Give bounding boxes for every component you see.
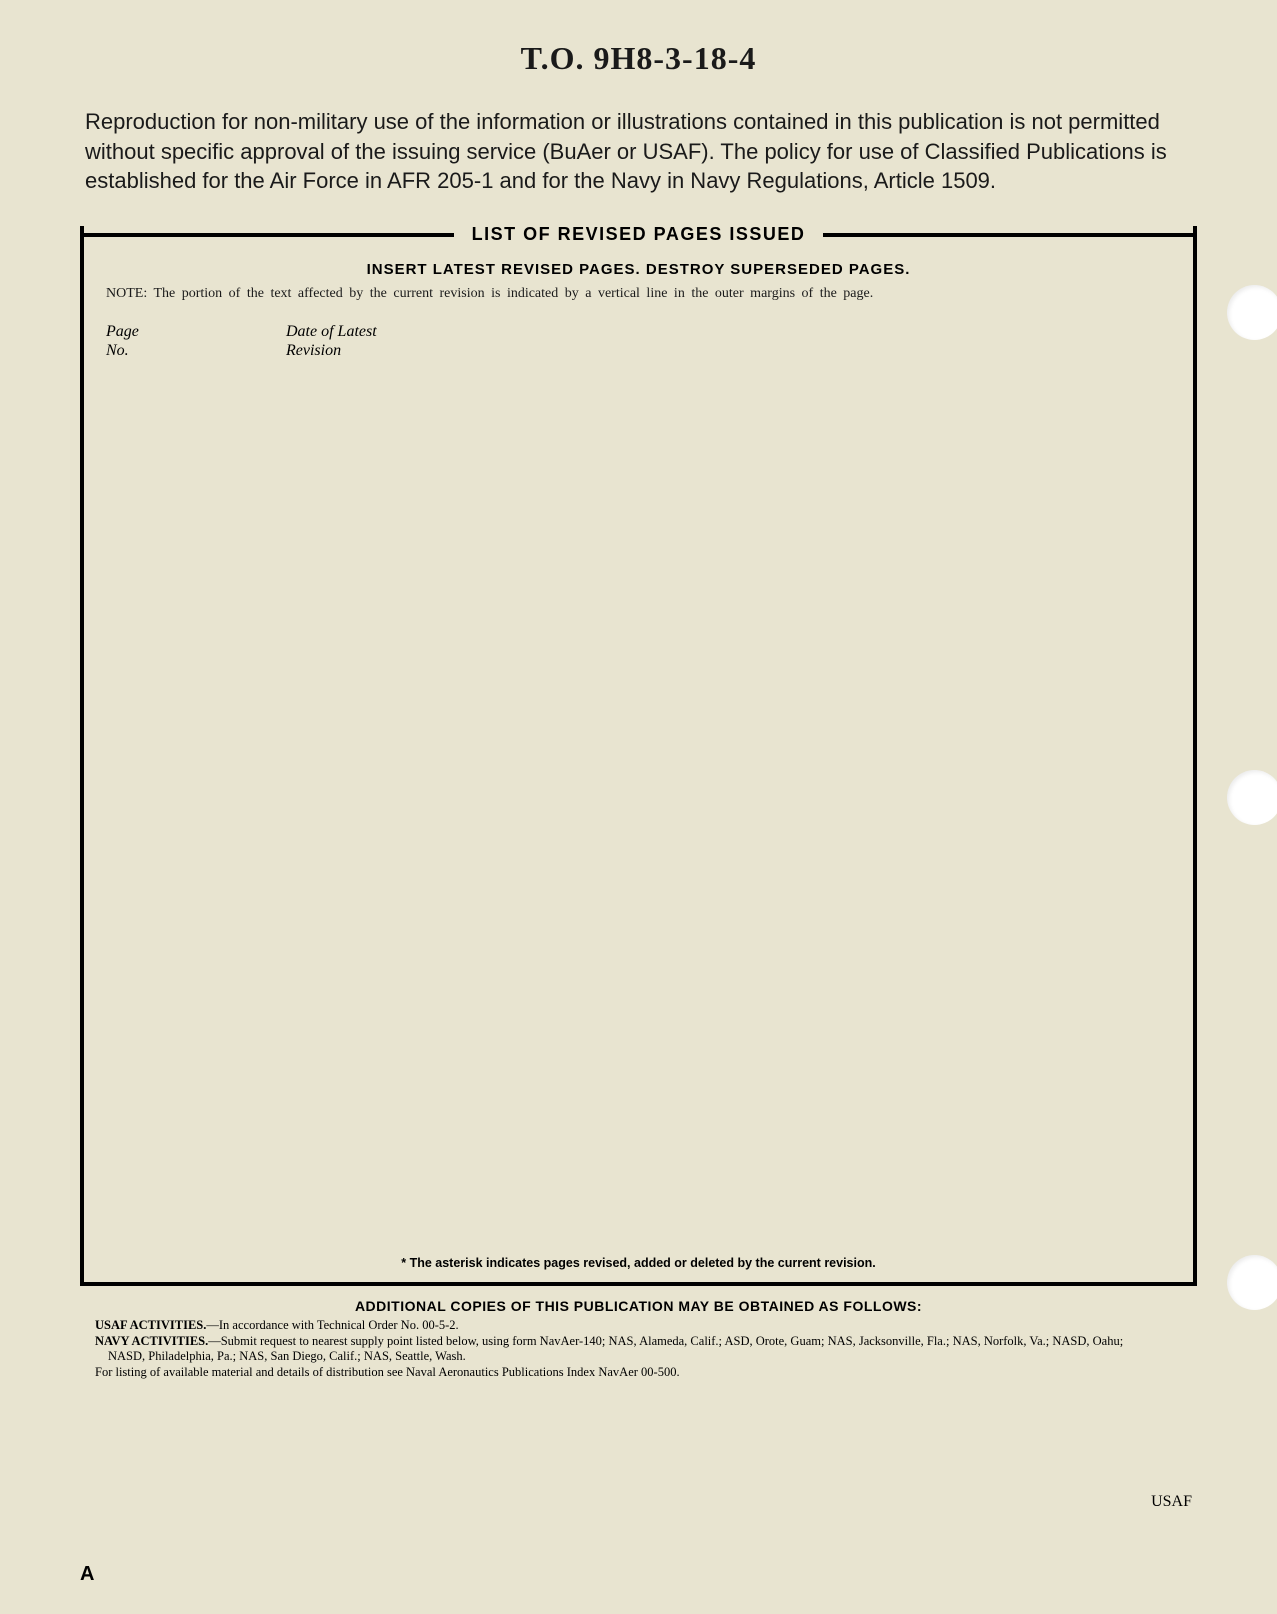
additional-copies-title: ADDITIONAL COPIES OF THIS PUBLICATION MA…	[80, 1298, 1197, 1314]
hole-punch	[1227, 1255, 1277, 1310]
col-date-line2: Revision	[286, 341, 377, 360]
document-number: T.O. 9H8-3-18-4	[80, 40, 1197, 77]
hole-punch	[1227, 285, 1277, 340]
usaf-text: —In accordance with Technical Order No. …	[206, 1318, 458, 1332]
intro-paragraph: Reproduction for non-military use of the…	[80, 107, 1197, 196]
box-subtitle: INSERT LATEST REVISED PAGES. DESTROY SUP…	[84, 261, 1193, 278]
col-date-line1: Date of Latest	[286, 322, 377, 341]
listing-text: For listing of available material and de…	[80, 1365, 1197, 1381]
navy-label: NAVY ACTIVITIES.	[95, 1334, 208, 1348]
navy-text: —Submit request to nearest supply point …	[108, 1334, 1123, 1364]
usaf-mark: USAF	[1151, 1493, 1192, 1511]
note-label: NOTE:	[106, 286, 147, 301]
revision-box: LIST OF REVISED PAGES ISSUED INSERT LATE…	[80, 226, 1197, 1286]
column-headers: Page No. Date of Latest Revision	[84, 302, 1193, 360]
col-page-line2: No.	[106, 341, 286, 360]
col-page-line1: Page	[106, 322, 286, 341]
page-letter: A	[80, 1563, 94, 1586]
header-rule-left	[84, 233, 454, 237]
box-note: NOTE: The portion of the text affected b…	[84, 278, 1193, 302]
usaf-activities: USAF ACTIVITIES.—In accordance with Tech…	[80, 1318, 1197, 1334]
col-date-header: Date of Latest Revision	[286, 322, 377, 360]
header-rule-right	[823, 233, 1193, 237]
col-page-header: Page No.	[106, 322, 286, 360]
note-text: The portion of the text affected by the …	[153, 286, 873, 301]
hole-punch	[1227, 770, 1277, 825]
asterisk-note: * The asterisk indicates pages revised, …	[84, 1256, 1193, 1270]
box-header: LIST OF REVISED PAGES ISSUED	[84, 224, 1193, 245]
box-title: LIST OF REVISED PAGES ISSUED	[454, 224, 824, 245]
navy-activities: NAVY ACTIVITIES.—Submit request to neare…	[80, 1334, 1197, 1365]
usaf-label: USAF ACTIVITIES.	[95, 1318, 206, 1332]
